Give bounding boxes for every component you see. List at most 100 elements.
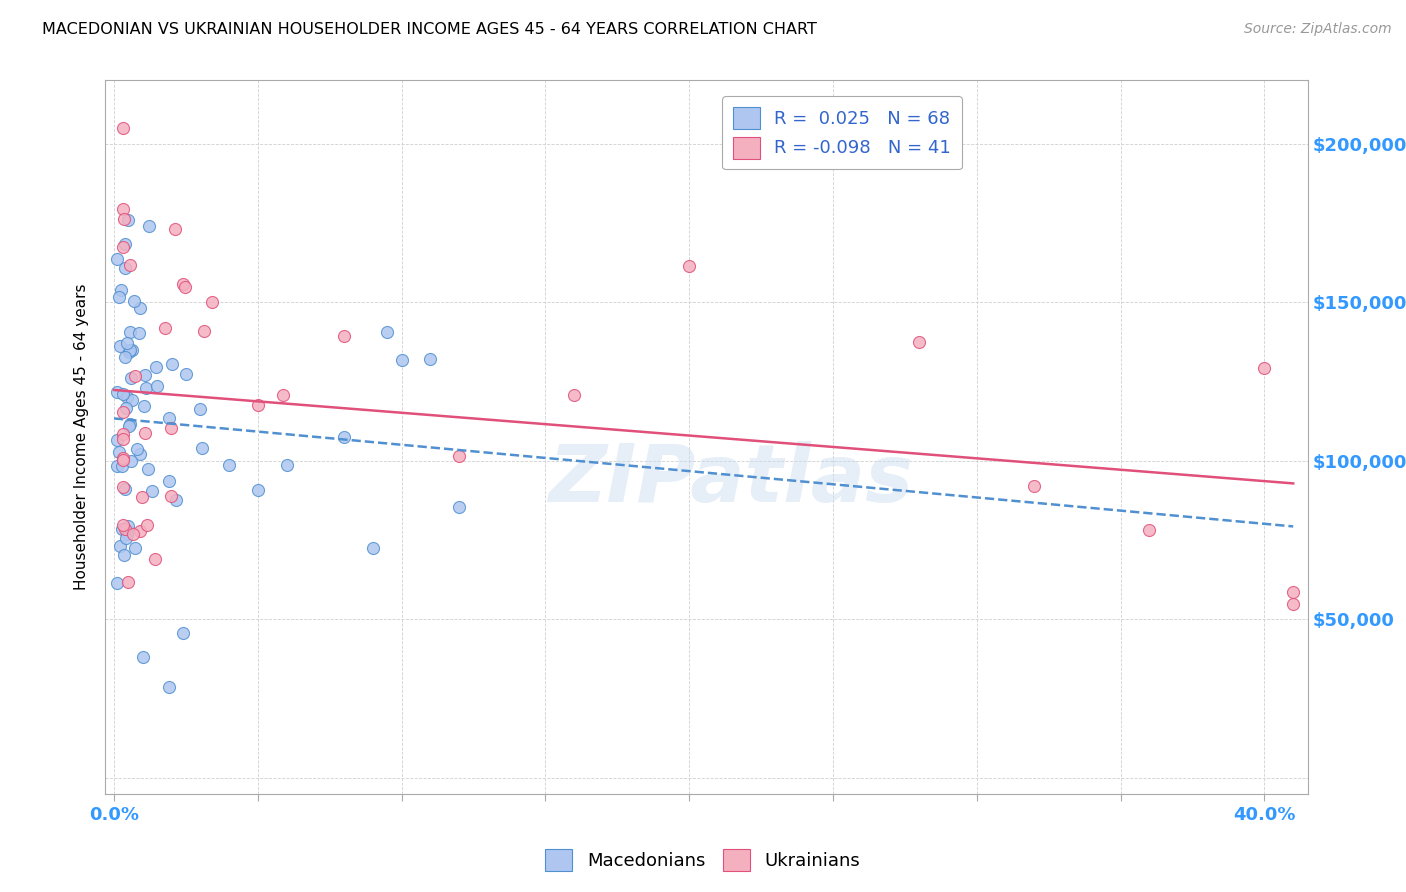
Point <box>174 368 197 382</box>
Point <box>128 524 150 538</box>
Point <box>117 519 139 533</box>
Point <box>157 680 180 694</box>
Point <box>111 432 134 446</box>
Point <box>391 352 413 367</box>
Point <box>114 523 136 537</box>
Point <box>117 575 139 590</box>
Point <box>122 527 145 541</box>
Point <box>114 482 136 496</box>
Point <box>108 338 131 352</box>
Point <box>111 386 134 401</box>
Point <box>1024 479 1046 493</box>
Point <box>160 357 183 371</box>
Point <box>157 410 180 425</box>
Point <box>136 462 159 476</box>
Point <box>449 500 471 514</box>
Point <box>117 524 139 539</box>
Point <box>105 434 128 448</box>
Point <box>118 419 141 434</box>
Point <box>118 258 141 272</box>
Point <box>562 387 585 401</box>
Point <box>121 343 143 358</box>
Point <box>153 320 176 334</box>
Point <box>145 360 167 375</box>
Point <box>131 491 153 505</box>
Point <box>111 522 134 536</box>
Point <box>111 240 134 254</box>
Point <box>128 326 150 340</box>
Point <box>135 517 157 532</box>
Point <box>111 202 134 217</box>
Point <box>115 526 138 541</box>
Point <box>188 401 212 416</box>
Point <box>127 442 149 457</box>
Point <box>132 649 155 664</box>
Point <box>122 293 145 308</box>
Point <box>111 405 134 419</box>
Point <box>333 328 356 343</box>
Point <box>333 429 356 443</box>
Point <box>121 392 143 407</box>
Point <box>143 552 166 566</box>
Point <box>107 290 129 304</box>
Point <box>271 388 294 402</box>
Point <box>135 381 157 395</box>
Point <box>114 350 136 364</box>
Point <box>114 237 136 252</box>
Point <box>108 445 131 459</box>
Point <box>160 489 183 503</box>
Legend: R =  0.025   N = 68, R = -0.098   N = 41: R = 0.025 N = 68, R = -0.098 N = 41 <box>723 96 962 169</box>
Legend: Macedonians, Ukrainians: Macedonians, Ukrainians <box>538 842 868 879</box>
Point <box>117 345 139 359</box>
Point <box>128 301 150 315</box>
Point <box>124 368 146 383</box>
Point <box>134 368 156 383</box>
Point <box>165 222 187 236</box>
Point <box>375 325 398 339</box>
Point <box>111 451 134 466</box>
Point <box>449 449 471 463</box>
Point <box>165 493 187 508</box>
Point <box>120 454 142 468</box>
Text: ZIPatlas: ZIPatlas <box>548 441 912 519</box>
Point <box>173 277 195 291</box>
Point <box>105 252 128 266</box>
Point <box>110 458 132 473</box>
Point <box>120 325 142 339</box>
Point <box>115 336 138 351</box>
Point <box>193 324 215 338</box>
Point <box>908 335 931 350</box>
Text: Source: ZipAtlas.com: Source: ZipAtlas.com <box>1244 22 1392 37</box>
Point <box>129 447 152 461</box>
Point <box>678 260 700 274</box>
Point <box>124 541 146 555</box>
Point <box>115 531 138 545</box>
Y-axis label: Householder Income Ages 45 - 64 years: Householder Income Ages 45 - 64 years <box>75 284 90 591</box>
Point <box>117 212 139 227</box>
Point <box>111 120 134 135</box>
Point <box>114 261 136 276</box>
Point <box>1282 585 1305 599</box>
Point <box>117 390 139 404</box>
Point <box>132 400 155 414</box>
Point <box>134 425 156 440</box>
Point <box>111 453 134 467</box>
Point <box>191 441 214 455</box>
Point <box>246 483 269 498</box>
Point <box>1282 597 1305 611</box>
Point <box>160 420 183 434</box>
Point <box>118 343 141 357</box>
Point <box>112 211 135 226</box>
Point <box>111 480 134 494</box>
Point <box>120 371 142 385</box>
Point <box>111 427 134 442</box>
Point <box>200 295 222 310</box>
Point <box>276 458 298 472</box>
Point <box>246 398 269 412</box>
Point <box>105 385 128 400</box>
Point <box>172 626 194 640</box>
Point <box>110 283 132 297</box>
Point <box>1253 360 1275 375</box>
Point <box>118 417 141 431</box>
Point <box>105 576 128 591</box>
